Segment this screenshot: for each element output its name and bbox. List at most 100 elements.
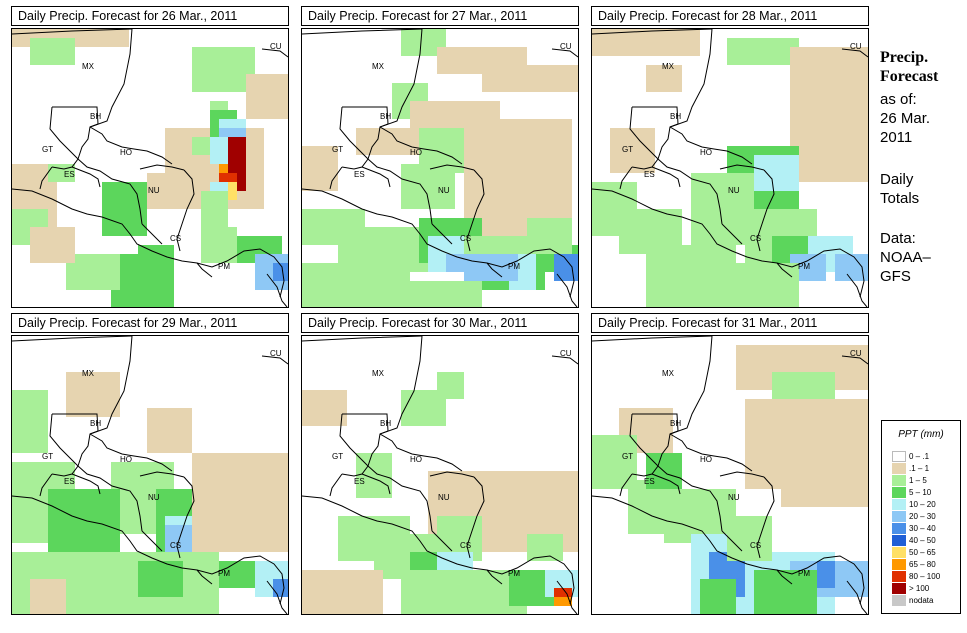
precip-cell [509, 597, 518, 606]
precip-cell [545, 191, 554, 200]
precip-cell [12, 38, 21, 47]
precip-cell [120, 462, 129, 471]
precip-cell [491, 146, 500, 155]
precip-cell [754, 579, 763, 588]
precip-cell [401, 516, 410, 525]
precip-cell [619, 435, 628, 444]
precip-cell [509, 281, 518, 290]
precip-cell [111, 462, 120, 471]
boundary-line [339, 413, 369, 467]
precip-cell [111, 561, 120, 570]
precip-cell [473, 146, 482, 155]
precip-cell [210, 110, 219, 119]
precip-cell [428, 281, 437, 290]
precip-cell [120, 597, 129, 606]
precip-cell [183, 498, 192, 507]
precip-cell [664, 525, 673, 534]
precip-cell [772, 588, 781, 597]
precip-cell [192, 516, 201, 525]
precip-cell [21, 399, 30, 408]
precip-cell [745, 435, 754, 444]
precip-cell [754, 363, 763, 372]
precip-cell [311, 579, 320, 588]
precip-cell [790, 74, 799, 83]
precip-cell [237, 56, 246, 65]
boundary-line [196, 262, 213, 278]
precip-cell [93, 543, 102, 552]
precip-cell [282, 579, 288, 588]
precip-cell [264, 263, 273, 272]
precip-cell [500, 471, 509, 480]
precip-cell [255, 534, 264, 543]
precip-cell [30, 390, 39, 399]
precip-cell [246, 245, 255, 254]
precip-cell [419, 299, 428, 307]
precip-cell [120, 588, 129, 597]
precip-cell [781, 281, 790, 290]
precip-cell [156, 290, 165, 299]
precip-cell [790, 363, 799, 372]
precip-cell [700, 588, 709, 597]
precip-cell [120, 209, 129, 218]
precip-cell [111, 408, 120, 417]
precip-cell [219, 182, 228, 191]
precip-cell [518, 146, 527, 155]
precip-cell [763, 453, 772, 462]
precip-cell [437, 489, 446, 498]
precip-cell [383, 471, 392, 480]
precip-cell [628, 218, 637, 227]
precip-cell [637, 236, 646, 245]
precip-cell [129, 290, 138, 299]
precip-cell [844, 444, 853, 453]
precip-cell [646, 236, 655, 245]
precip-cell [835, 399, 844, 408]
precip-cell [826, 146, 835, 155]
precip-cell [745, 218, 754, 227]
precip-cell [138, 254, 147, 263]
precip-cell [374, 236, 383, 245]
precip-cell [554, 227, 563, 236]
precip-cell [808, 597, 817, 606]
precip-cell [790, 227, 799, 236]
precip-cell [745, 516, 754, 525]
precip-cell [545, 83, 554, 92]
precip-cell [727, 281, 736, 290]
precip-cell [691, 525, 700, 534]
precip-cell [437, 579, 446, 588]
precip-cell [282, 272, 288, 281]
precip-cell [655, 489, 664, 498]
precip-cell [763, 146, 772, 155]
precip-cell [772, 345, 781, 354]
precip-cell [174, 200, 183, 209]
precip-cell [437, 173, 446, 182]
precip-cell [356, 552, 365, 561]
precip-cell [410, 110, 419, 119]
precip-cell [246, 570, 255, 579]
precip-cell [673, 507, 682, 516]
country-label-mx: MX [372, 62, 385, 71]
precip-cell [147, 489, 156, 498]
precip-cell [610, 200, 619, 209]
precip-cell [374, 453, 383, 462]
precip-cell [311, 173, 320, 182]
precip-cell [201, 534, 210, 543]
precip-cell [66, 606, 75, 614]
precip-cell [682, 263, 691, 272]
precip-cell [419, 110, 428, 119]
boundary-line [89, 126, 173, 165]
precip-cell [102, 182, 111, 191]
legend-item: 1 – 5 [892, 475, 958, 486]
precip-cell [646, 290, 655, 299]
precip-cell [844, 146, 853, 155]
precip-cell [428, 543, 437, 552]
precip-cell [835, 47, 844, 56]
precip-cell [745, 263, 754, 272]
precip-cell [111, 498, 120, 507]
precip-cell [808, 498, 817, 507]
precip-cell [165, 263, 174, 272]
precip-cell [255, 128, 264, 137]
boundary-line [329, 473, 343, 497]
precip-cell [30, 236, 39, 245]
precip-cell [66, 525, 75, 534]
precip-cell [482, 65, 491, 74]
